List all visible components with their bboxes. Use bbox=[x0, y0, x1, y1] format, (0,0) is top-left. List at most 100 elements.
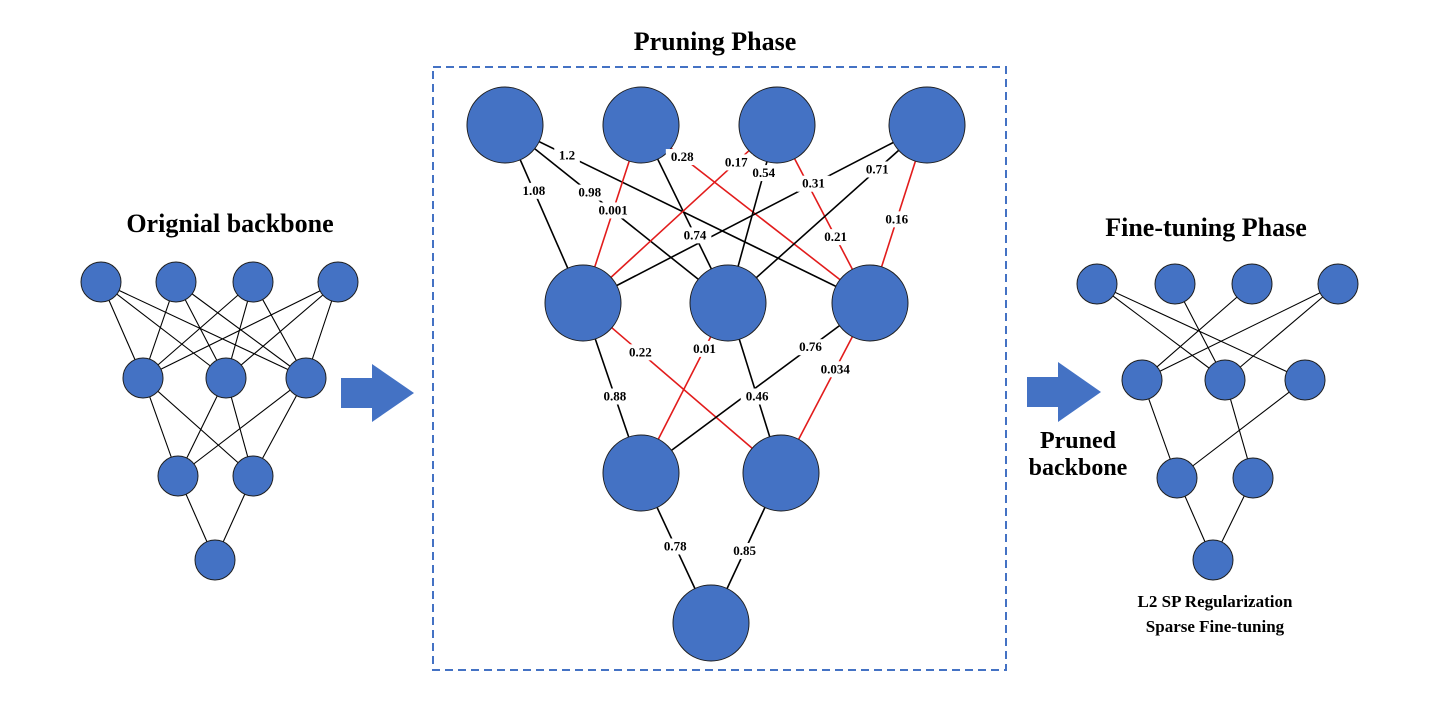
weight-label: 0.034 bbox=[821, 361, 851, 376]
orig-node bbox=[232, 261, 274, 303]
pruned-edge bbox=[1176, 379, 1306, 479]
neuron-node bbox=[888, 86, 966, 164]
neuron-node bbox=[738, 86, 816, 164]
pruned-backbone-label-line2: backbone bbox=[1029, 455, 1128, 481]
neuron-node bbox=[602, 86, 680, 164]
weight-label: 0.78 bbox=[664, 539, 687, 554]
pruned-node bbox=[1121, 359, 1163, 401]
orig-edge bbox=[177, 377, 307, 477]
weight-label-bg bbox=[688, 340, 721, 357]
weight-label-bg bbox=[598, 388, 632, 405]
kept-weight-edge bbox=[640, 302, 871, 474]
pruned-node bbox=[1232, 457, 1274, 499]
weight-label-bg bbox=[860, 161, 894, 178]
neuron-node bbox=[602, 434, 680, 512]
orig-edge bbox=[225, 281, 339, 379]
weight-label: 0.71 bbox=[866, 162, 889, 177]
weight-label: 0.98 bbox=[578, 185, 601, 200]
weight-label: 1.2 bbox=[559, 147, 575, 162]
weight-label: 0.76 bbox=[799, 339, 822, 354]
pruned-edge bbox=[1141, 283, 1339, 381]
weight-label: 0.28 bbox=[671, 149, 694, 164]
weight-label-bg bbox=[728, 543, 761, 559]
orig-node bbox=[285, 357, 327, 399]
weight-label-bg bbox=[747, 165, 781, 182]
right-arrow-icon bbox=[1027, 362, 1101, 422]
weight-label: 0.31 bbox=[802, 176, 825, 191]
weight-label-bg bbox=[719, 154, 753, 171]
weight-label-bg bbox=[819, 229, 852, 246]
weight-label-bg bbox=[593, 202, 634, 219]
weight-label-bg bbox=[797, 175, 830, 192]
pruned-weight-edge bbox=[582, 302, 782, 474]
orig-node bbox=[205, 357, 247, 399]
weight-label-bg bbox=[794, 339, 827, 356]
neuron-node bbox=[466, 86, 544, 164]
kept-weight-edge bbox=[582, 124, 928, 304]
weight-label: 1.08 bbox=[522, 183, 545, 198]
orig-edge bbox=[142, 281, 254, 379]
weight-label: 0.01 bbox=[693, 341, 716, 356]
weight-label-bg bbox=[624, 344, 657, 361]
pruned-edge bbox=[1096, 283, 1306, 381]
weight-label-bg bbox=[573, 184, 607, 201]
weight-label-bg bbox=[665, 149, 699, 166]
original-backbone-title: Orignial backbone bbox=[126, 209, 333, 238]
pruned-edge bbox=[1141, 283, 1253, 381]
weight-label: 0.85 bbox=[733, 543, 756, 558]
weight-label-bg bbox=[658, 538, 692, 555]
weight-label-bg bbox=[517, 182, 551, 199]
weight-label: 0.88 bbox=[604, 389, 627, 404]
neuron-node bbox=[672, 584, 750, 662]
orig-node bbox=[317, 261, 359, 303]
weight-label: 0.74 bbox=[684, 227, 707, 242]
kept-weight-edge bbox=[727, 124, 928, 304]
pruned-node bbox=[1076, 263, 1118, 305]
pruning-network: 1.08 1.2 0.98 0.001 0.28 0.74 0.17 0.54 0.21 0.31… bbox=[466, 86, 966, 662]
weight-label: 0.54 bbox=[752, 165, 775, 180]
neuron-node bbox=[544, 264, 622, 342]
weight-label-bg bbox=[880, 211, 914, 228]
finetune-phase-title: Fine-tuning Phase bbox=[1105, 213, 1307, 242]
neuron-node bbox=[689, 264, 767, 342]
pruning-phase-title: Pruning Phase bbox=[634, 27, 797, 56]
weight-label-bg bbox=[678, 227, 712, 244]
weight-label: 0.16 bbox=[885, 211, 908, 226]
pruned-node bbox=[1317, 263, 1359, 305]
regularization-note: L2 SP Regularization bbox=[1138, 592, 1293, 611]
pruned-node bbox=[1284, 359, 1326, 401]
pruned-node bbox=[1192, 539, 1234, 581]
neuron-node bbox=[831, 264, 909, 342]
orig-edge bbox=[100, 281, 227, 379]
orig-node bbox=[80, 261, 122, 303]
weight-label-bg bbox=[740, 388, 774, 405]
orig-edge bbox=[142, 377, 254, 477]
orig-node bbox=[194, 539, 236, 581]
orig-edge bbox=[100, 281, 307, 379]
weight-label-bg bbox=[554, 147, 580, 164]
pruned-backbone-network bbox=[1076, 263, 1359, 581]
right-arrow-icon bbox=[341, 364, 414, 422]
orig-node bbox=[232, 455, 274, 497]
pruned-backbone-label-line1: Pruned bbox=[1040, 428, 1117, 454]
pruning-frame bbox=[432, 66, 1007, 671]
pruned-edge bbox=[1224, 283, 1339, 381]
weight-label-bg bbox=[815, 361, 856, 378]
orig-node bbox=[157, 455, 199, 497]
weight-label: 0.46 bbox=[746, 389, 769, 404]
original-backbone-network bbox=[80, 261, 359, 581]
pruned-node bbox=[1156, 457, 1198, 499]
pruned-node bbox=[1154, 263, 1196, 305]
orig-node bbox=[122, 357, 164, 399]
sparse-finetune-note: Sparse Fine-tuning bbox=[1146, 617, 1285, 636]
pruned-node bbox=[1204, 359, 1246, 401]
weight-label: 0.17 bbox=[725, 154, 748, 169]
orig-node bbox=[155, 261, 197, 303]
pruned-edge bbox=[1096, 283, 1226, 381]
weight-label: 0.21 bbox=[824, 229, 847, 244]
orig-edge bbox=[142, 281, 339, 379]
weight-label: 0.001 bbox=[599, 202, 628, 217]
neuron-node bbox=[742, 434, 820, 512]
weight-label: 0.22 bbox=[629, 344, 652, 359]
